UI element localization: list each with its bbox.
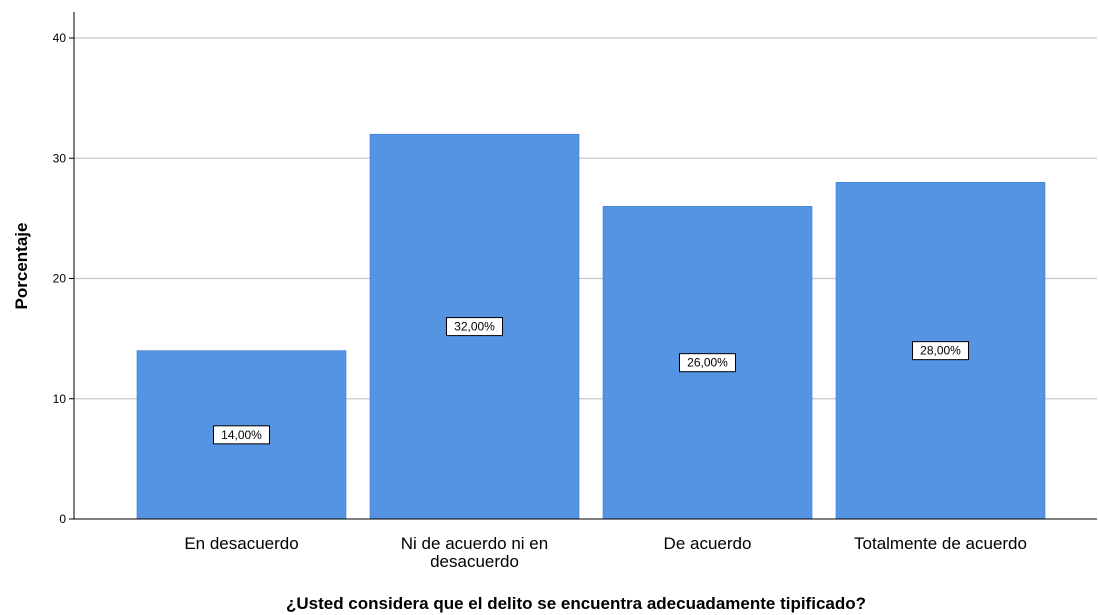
y-tick-label: 20 [53, 272, 67, 286]
x-axis-label: ¿Usted considera que el delito se encuen… [286, 594, 866, 613]
data-labels: 14,00% 32,00% 26,00% 28,00% [213, 317, 969, 445]
svg-text:32,00%: 32,00% [454, 320, 495, 334]
y-tick-label: 30 [53, 151, 67, 165]
axes [73, 12, 1097, 520]
x-category-labels: En desacuerdo Ni de acuerdo ni en desacuer… [184, 534, 1027, 571]
svg-text:14,00%: 14,00% [221, 428, 262, 442]
data-label: 14,00% [213, 425, 270, 445]
data-label: 26,00% [679, 353, 736, 373]
data-label: 28,00% [912, 341, 969, 361]
x-category-label: En desacuerdo [184, 534, 298, 553]
svg-text:28,00%: 28,00% [920, 344, 961, 358]
svg-text:26,00%: 26,00% [687, 356, 728, 370]
data-label: 32,00% [446, 317, 503, 337]
x-category-label: De acuerdo [664, 534, 752, 553]
x-category-label: Ni de acuerdo ni en desacuerdo [401, 534, 548, 571]
y-axis-label: Porcentaje [12, 223, 31, 310]
y-tick-label: 10 [53, 392, 67, 406]
x-category-label: Totalmente de acuerdo [854, 534, 1027, 553]
y-tick-label: 0 [59, 512, 66, 526]
y-tick-labels: 0 10 20 30 40 [53, 31, 74, 526]
bars [136, 133, 1046, 520]
y-tick-label: 40 [53, 31, 67, 45]
